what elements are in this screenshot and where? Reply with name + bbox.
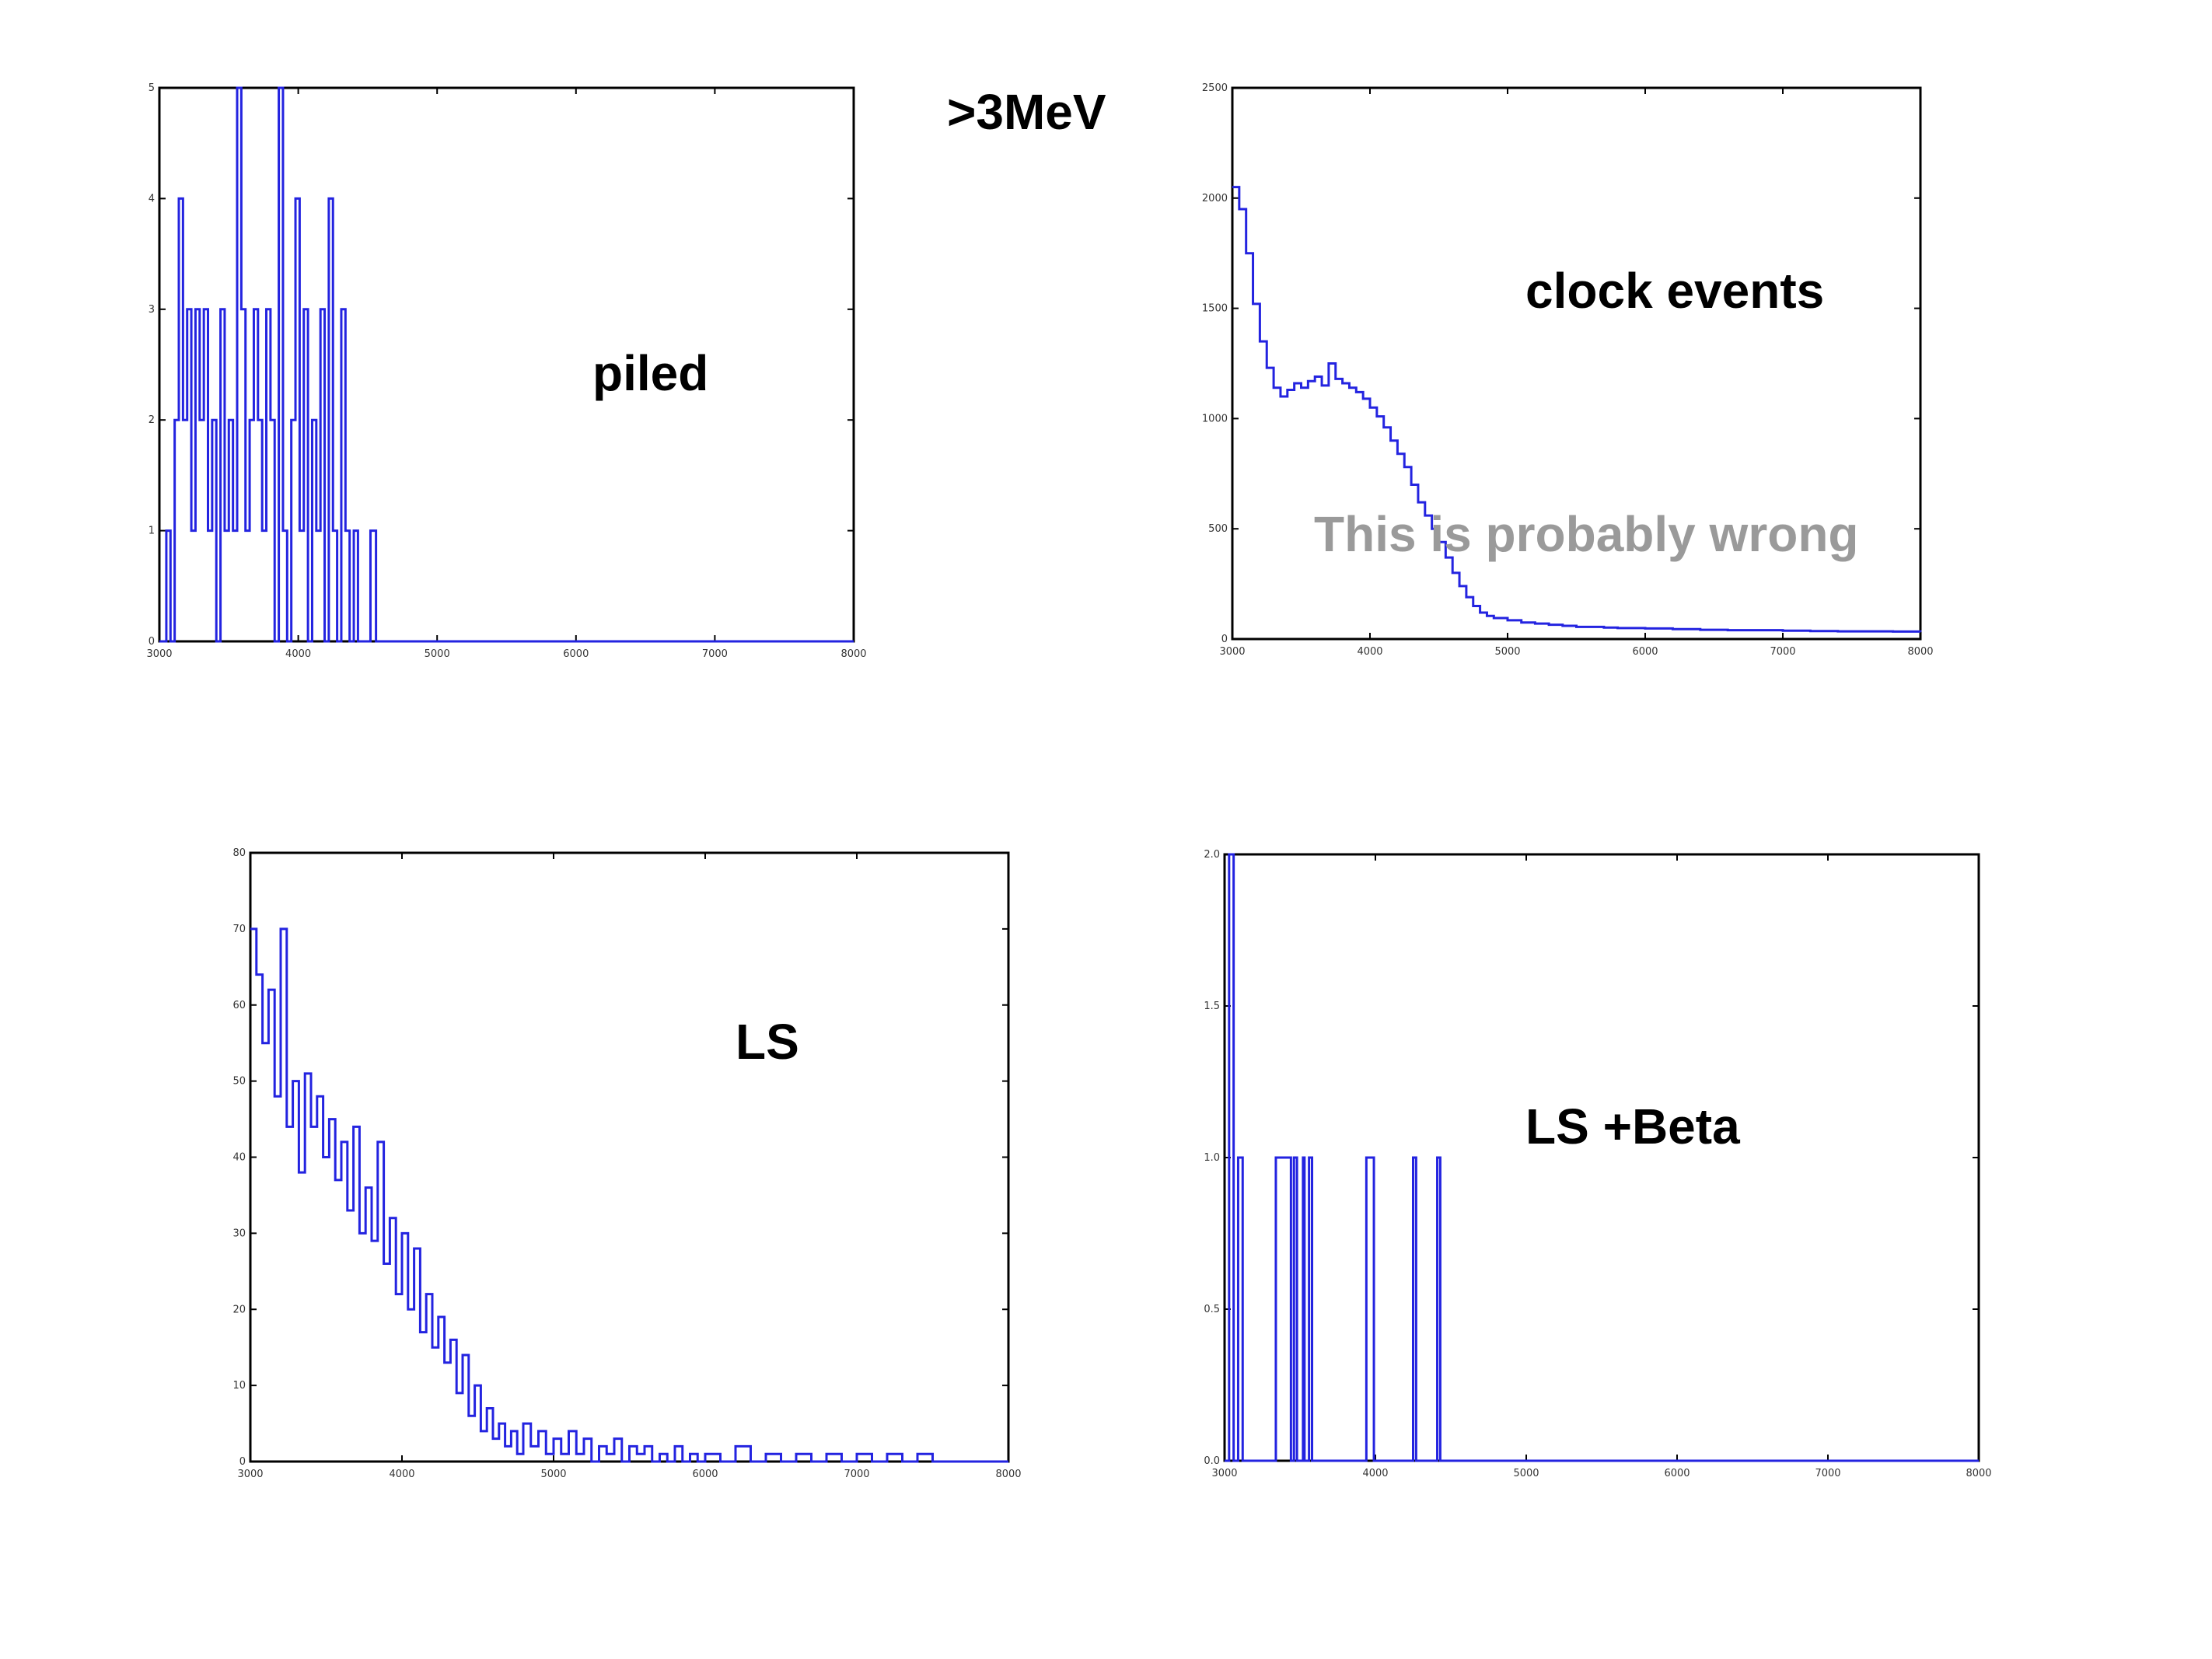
clock-ytick-label: 500 <box>1208 523 1228 535</box>
ls-xtick-label: 3000 <box>237 1469 263 1480</box>
clock-ytick-label: 1500 <box>1202 303 1228 315</box>
lsbeta-ytick-label: 2.0 <box>1204 849 1220 861</box>
ls-xtick-label: 8000 <box>995 1469 1021 1480</box>
lsbeta-ytick-label: 0.0 <box>1204 1455 1220 1467</box>
piled-ytick-label: 3 <box>149 304 155 316</box>
chart-ls-beta: 3000 4000 5000 6000 7000 8000 0.0 0.5 1.0 1.5 2.0 <box>1204 849 1991 1479</box>
chart-title-clock-events: clock events <box>1525 263 1825 319</box>
chart-ls: 3000 4000 5000 6000 7000 8000 0 10 20 30 40 50 60 70 8… <box>232 847 1021 1480</box>
lsbeta-xtick-label: 5000 <box>1513 1468 1539 1479</box>
piled-axes-frame <box>158 86 855 643</box>
ls-ytick-label: 60 <box>232 1000 246 1011</box>
lsbeta-series-line <box>1225 853 1979 1462</box>
ls-series-line <box>250 927 1008 1463</box>
clock-ytick-label: 0 <box>1221 634 1228 645</box>
clock-xtick-label: 8000 <box>1907 646 1933 658</box>
piled-ytick-label: 4 <box>149 193 155 204</box>
lsbeta-xtick-label: 7000 <box>1815 1468 1840 1479</box>
piled-series-line <box>159 86 854 643</box>
chart-annotation-clock: This is probably wrong <box>1314 506 1859 562</box>
piled-xtick-label: 3000 <box>146 648 172 660</box>
ls-ytick-label: 10 <box>232 1380 246 1392</box>
lsbeta-axes-frame <box>1223 853 1980 1462</box>
lsbeta-ytick-label: 0.5 <box>1204 1304 1220 1315</box>
piled-xtick-label: 5000 <box>425 648 450 660</box>
ls-xtick-label: 6000 <box>692 1469 718 1480</box>
clock-xtick-label: 3000 <box>1219 646 1245 658</box>
lsbeta-xtick-label: 4000 <box>1362 1468 1388 1479</box>
ls-ytick-label: 80 <box>232 847 246 859</box>
clock-series-line <box>1232 186 1922 633</box>
clock-xtick-label: 4000 <box>1357 646 1382 658</box>
ls-ytick-label: 70 <box>232 924 246 935</box>
ls-ytick-label: 40 <box>232 1152 246 1164</box>
ls-xtick-label: 4000 <box>389 1469 414 1480</box>
lsbeta-ytick-label: 1.0 <box>1204 1152 1220 1164</box>
piled-ytick-label: 0 <box>149 636 155 648</box>
piled-xtick-label: 7000 <box>702 648 728 660</box>
lsbeta-xtick-label: 3000 <box>1211 1468 1237 1479</box>
chart-title-piled: piled <box>592 345 709 401</box>
page-heading: >3MeV <box>947 84 1106 140</box>
clock-axes-frame <box>1231 86 1922 641</box>
chart-piled: 3000 4000 5000 6000 7000 8000 0 1 2 3 4 5 <box>146 82 866 660</box>
piled-ytick-label: 1 <box>149 526 155 537</box>
ls-ytick-label: 20 <box>232 1304 246 1315</box>
ls-ytick-label: 30 <box>232 1228 246 1239</box>
ls-xtick-label: 7000 <box>844 1469 869 1480</box>
chart-title-ls-beta: LS +Beta <box>1525 1098 1740 1154</box>
clock-ytick-label: 2000 <box>1202 193 1228 204</box>
clock-xtick-label: 6000 <box>1632 646 1658 658</box>
clock-xtick-label: 5000 <box>1494 646 1520 658</box>
clock-xtick-label: 7000 <box>1770 646 1795 658</box>
lsbeta-ytick-label: 1.5 <box>1204 1001 1220 1012</box>
piled-xtick-label: 6000 <box>563 648 589 660</box>
piled-ytick-label: 2 <box>149 414 155 426</box>
chart-clock-events: 3000 4000 5000 6000 7000 8000 0 500 1000 1500 2000… <box>1202 82 1934 658</box>
ls-ytick-label: 50 <box>232 1076 246 1088</box>
ls-xtick-label: 5000 <box>540 1469 566 1480</box>
piled-xtick-label: 4000 <box>285 648 311 660</box>
piled-xtick-label: 8000 <box>840 648 866 660</box>
clock-ytick-label: 1000 <box>1202 413 1228 424</box>
clock-ytick-label: 2500 <box>1202 82 1228 94</box>
piled-ytick-label: 5 <box>149 82 155 94</box>
lsbeta-xtick-label: 6000 <box>1664 1468 1690 1479</box>
lsbeta-xtick-label: 8000 <box>1966 1468 1991 1479</box>
chart-title-ls: LS <box>736 1014 799 1070</box>
ls-ytick-label: 0 <box>239 1456 246 1468</box>
ls-axes-frame <box>249 851 1010 1463</box>
